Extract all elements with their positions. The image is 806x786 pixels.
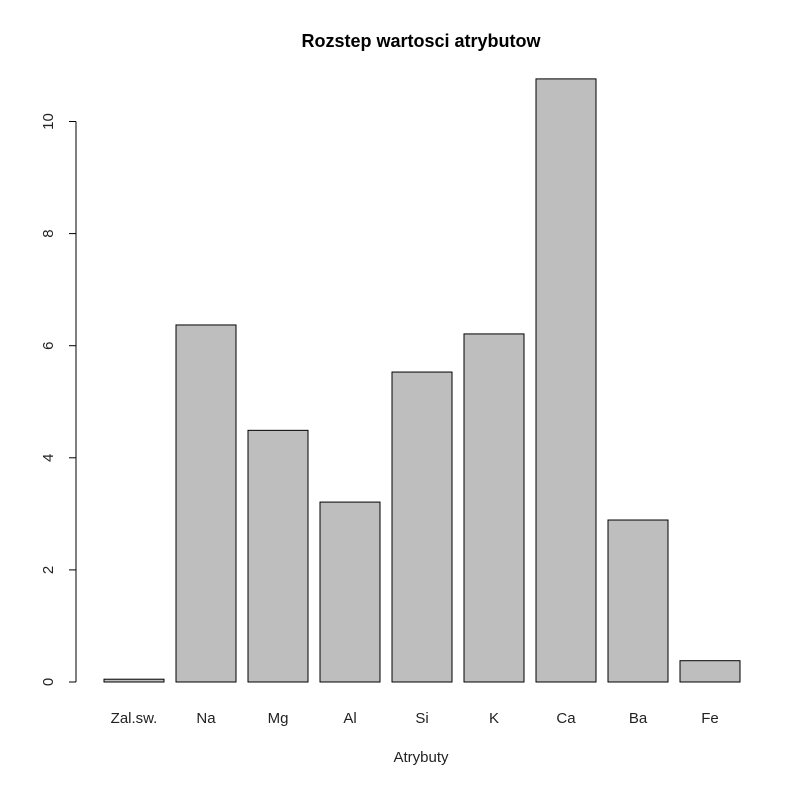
y-tick-label: 2 bbox=[40, 566, 57, 574]
bars bbox=[103, 78, 741, 683]
y-tick-label: 6 bbox=[40, 342, 57, 350]
x-tick-label: Al bbox=[343, 710, 356, 727]
x-tick-label: Zal.sw. bbox=[111, 710, 158, 727]
x-tick-label: Fe bbox=[701, 710, 719, 727]
y-tick-label: 0 bbox=[40, 678, 57, 686]
x-axis-label: Atrybuty bbox=[393, 749, 449, 766]
x-tick-label: K bbox=[489, 710, 499, 727]
y-tick-label: 4 bbox=[40, 454, 57, 462]
bar-si bbox=[391, 371, 453, 683]
bar-ca bbox=[535, 78, 597, 683]
x-tick-labels: Zal.sw. Na Mg Al Si K Ca Ba Fe bbox=[111, 710, 719, 727]
x-tick-label: Na bbox=[196, 710, 216, 727]
bar-na bbox=[175, 324, 237, 683]
y-tick-label: 10 bbox=[40, 113, 57, 130]
bar-k bbox=[463, 333, 525, 683]
chart-title: Rozstep wartosci atrybutow bbox=[301, 31, 541, 51]
bar-zal-sw bbox=[103, 678, 165, 683]
y-tick-label: 8 bbox=[40, 229, 57, 237]
x-tick-label: Ca bbox=[556, 710, 576, 727]
x-tick-label: Ba bbox=[629, 710, 648, 727]
x-tick-label: Si bbox=[415, 710, 428, 727]
y-axis: 0 2 4 6 8 10 bbox=[40, 113, 77, 686]
bar-fe bbox=[679, 660, 741, 683]
bar-mg bbox=[247, 429, 309, 683]
bar-ba bbox=[607, 519, 669, 683]
x-tick-label: Mg bbox=[268, 710, 289, 727]
bar-al bbox=[319, 501, 381, 683]
